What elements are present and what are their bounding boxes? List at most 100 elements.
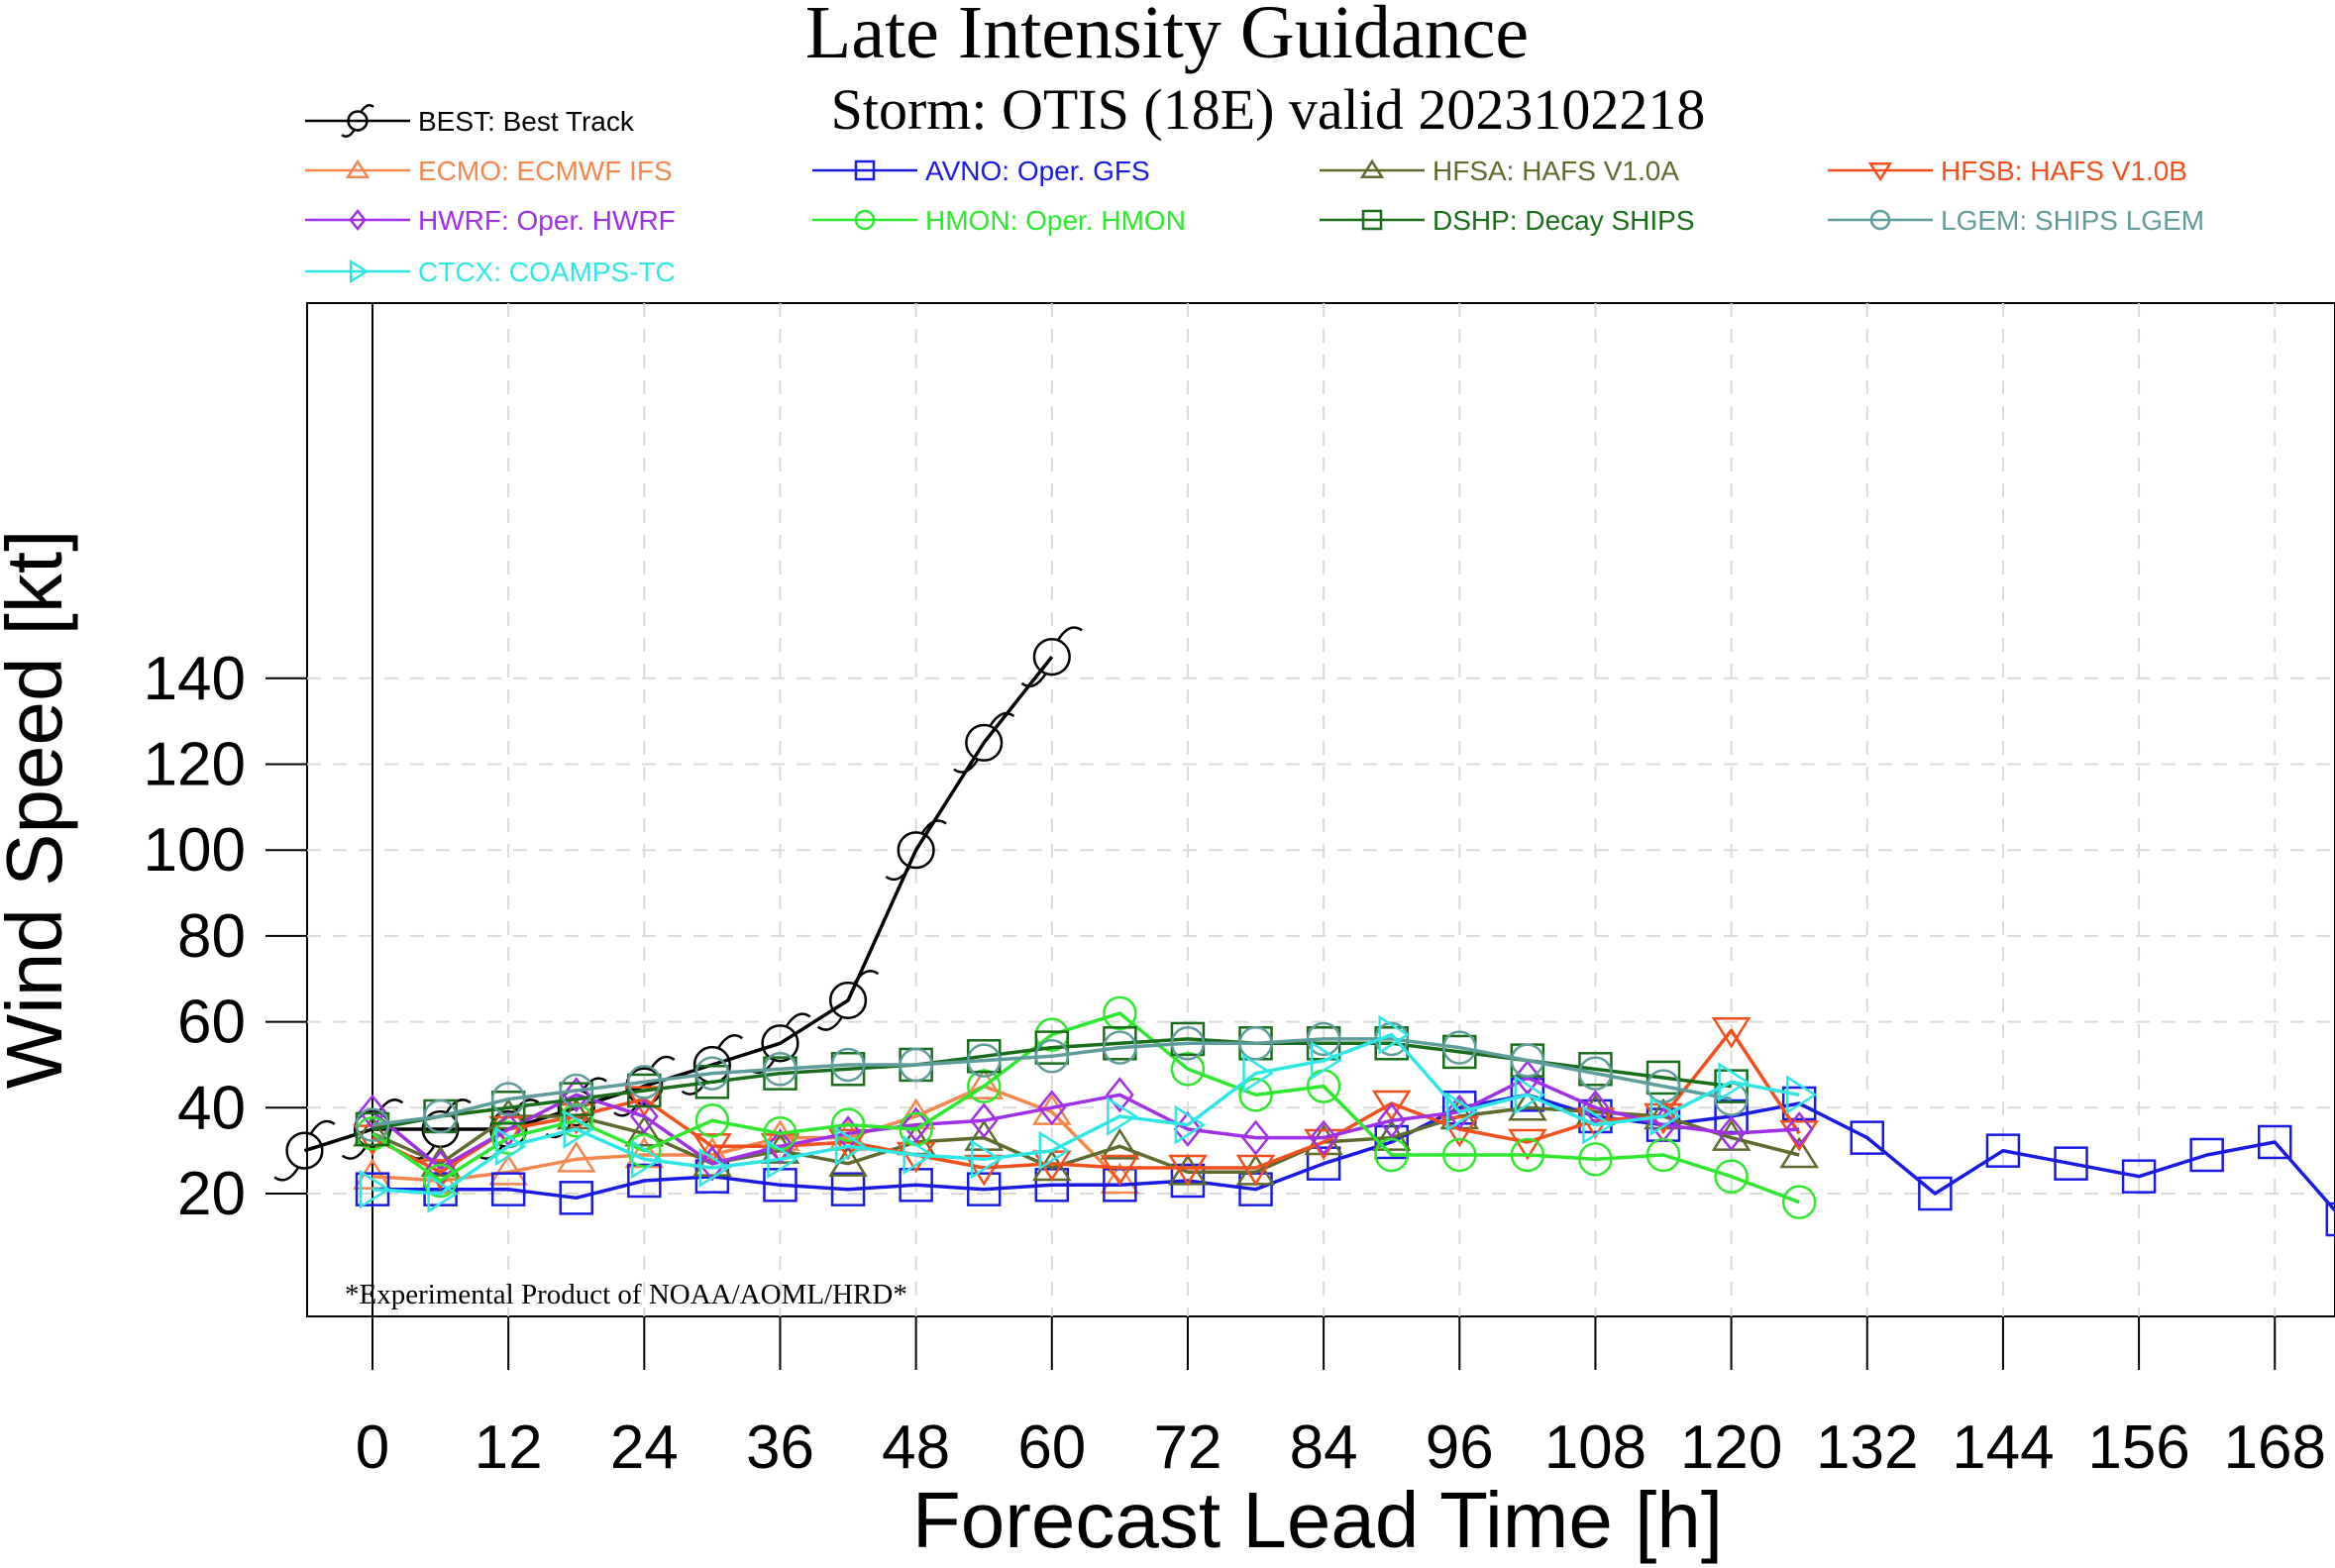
hurricane-marker-arm	[785, 1012, 811, 1027]
x-tick-label: 168	[2224, 1413, 2326, 1482]
point-lgem	[355, 1107, 390, 1142]
x-tick-label: 108	[1544, 1413, 1646, 1482]
legend-label: LGEM: SHIPS LGEM	[1941, 205, 2204, 236]
point-hwrf	[902, 1106, 931, 1143]
point-hfsa	[1644, 1098, 1683, 1130]
point-hmon	[490, 1120, 526, 1155]
point-ctcx	[1514, 1075, 1546, 1115]
point-avno	[2121, 1159, 2157, 1194]
series-layer	[273, 626, 2335, 1237]
legend-marker	[341, 104, 374, 138]
point-ctcx	[1038, 1130, 1071, 1171]
point-hwrf	[833, 1115, 863, 1152]
legend-label: DSHP: Decay SHIPS	[1433, 205, 1695, 236]
point-hwrf	[1377, 1102, 1407, 1139]
point-hmon	[1238, 1078, 1273, 1112]
legend-item-hwrf: HWRF: Oper. HWRF	[305, 205, 676, 236]
point-ctcx	[1242, 1053, 1274, 1094]
chart-title: Late Intensity Guidance	[805, 0, 1529, 74]
hurricane-marker-arm	[649, 1055, 676, 1071]
legend-marker	[1361, 209, 1383, 231]
point-hwrf	[1105, 1077, 1134, 1113]
point-hfsa	[1779, 1136, 1820, 1169]
hurricane-marker-arm	[445, 1098, 472, 1113]
point-avno	[2054, 1146, 2088, 1181]
point-ctcx	[698, 1148, 731, 1188]
point-best	[273, 1119, 336, 1182]
point-avno	[966, 1172, 1002, 1206]
hurricane-marker-core	[965, 723, 1004, 762]
y-tick-label: 120	[144, 731, 246, 799]
legend-item-dshp: DSHP: Decay SHIPS	[1320, 205, 1695, 236]
legend-label: HMON: Oper. HMON	[925, 205, 1186, 236]
point-hmon	[830, 1107, 866, 1142]
point-avno	[2325, 1202, 2335, 1237]
point-hwrf	[1784, 1110, 1814, 1147]
hurricane-marker-arm	[920, 819, 947, 834]
point-avno	[559, 1181, 593, 1215]
hurricane-marker-core	[761, 1024, 799, 1063]
point-hfsb	[828, 1128, 868, 1161]
point-ecmo	[1100, 1162, 1140, 1195]
point-hfsb	[1507, 1128, 1547, 1161]
point-hfsa	[1235, 1153, 1276, 1186]
hurricane-marker-core	[347, 110, 369, 132]
point-lgem	[1238, 1026, 1273, 1061]
point-ctcx	[1107, 1097, 1138, 1136]
point-dshp	[559, 1082, 593, 1116]
legend-label: HFSB: HAFS V1.0B	[1941, 156, 2187, 186]
point-avno	[2189, 1137, 2224, 1173]
point-best	[341, 1098, 404, 1160]
point-hfsb	[964, 1154, 1005, 1187]
hurricane-marker-arm	[377, 1098, 404, 1113]
point-hfsa	[1507, 1089, 1547, 1121]
point-ecmo	[964, 1068, 1005, 1099]
point-hfsa	[1371, 1119, 1412, 1151]
hurricane-marker-arm	[885, 866, 911, 882]
point-hfsb	[1168, 1154, 1208, 1187]
point-avno	[627, 1163, 662, 1199]
point-hfsb	[1100, 1154, 1140, 1187]
hurricane-marker-arm	[309, 1119, 336, 1135]
plot-frame	[306, 302, 2335, 1317]
point-ctcx	[427, 1174, 459, 1213]
point-avno	[1306, 1146, 1341, 1181]
x-tick-label: 132	[1816, 1413, 1918, 1482]
grid-lines	[307, 303, 2335, 1316]
point-ctcx	[563, 1109, 595, 1149]
x-tick-label: 156	[2087, 1413, 2189, 1482]
point-hwrf	[766, 1128, 795, 1165]
x-tick-label: 36	[746, 1413, 814, 1482]
hurricane-marker-arm	[717, 1034, 743, 1049]
point-hfsa	[1100, 1127, 1140, 1160]
point-hfsb	[692, 1133, 732, 1165]
y-tick-label: 20	[177, 1160, 246, 1228]
series-line-hmon	[371, 1011, 1800, 1204]
hurricane-marker-core	[353, 1109, 392, 1149]
point-lgem	[490, 1082, 526, 1116]
point-hfsb	[1371, 1090, 1412, 1122]
point-hmon	[1510, 1137, 1545, 1173]
point-lgem	[694, 1056, 730, 1091]
series-line-ctcx	[371, 1032, 1800, 1196]
point-hmon	[1170, 1052, 1206, 1087]
point-hmon	[966, 1069, 1002, 1103]
point-ctcx	[1785, 1075, 1818, 1115]
point-ctcx	[1378, 1014, 1411, 1055]
x-tick-label: 96	[1426, 1413, 1494, 1482]
hurricane-marker-core	[897, 831, 935, 870]
point-hwrf	[1037, 1090, 1067, 1126]
point-hmon	[1781, 1185, 1817, 1219]
point-hfsb	[1439, 1115, 1480, 1148]
point-hfsb	[1711, 1017, 1751, 1049]
hurricane-marker-arm	[341, 1145, 368, 1160]
x-tick-label: 48	[882, 1413, 950, 1482]
hurricane-marker-core	[1032, 638, 1071, 677]
hurricane-marker-arm	[816, 1016, 843, 1031]
x-tick-label: 84	[1290, 1413, 1358, 1482]
series-line-hfsb	[371, 1028, 1801, 1175]
hurricane-marker-arm	[273, 1166, 300, 1182]
legend-label: AVNO: Oper. GFS	[925, 156, 1150, 186]
series-ctcx	[359, 1014, 1818, 1213]
point-lgem	[1578, 1056, 1613, 1091]
